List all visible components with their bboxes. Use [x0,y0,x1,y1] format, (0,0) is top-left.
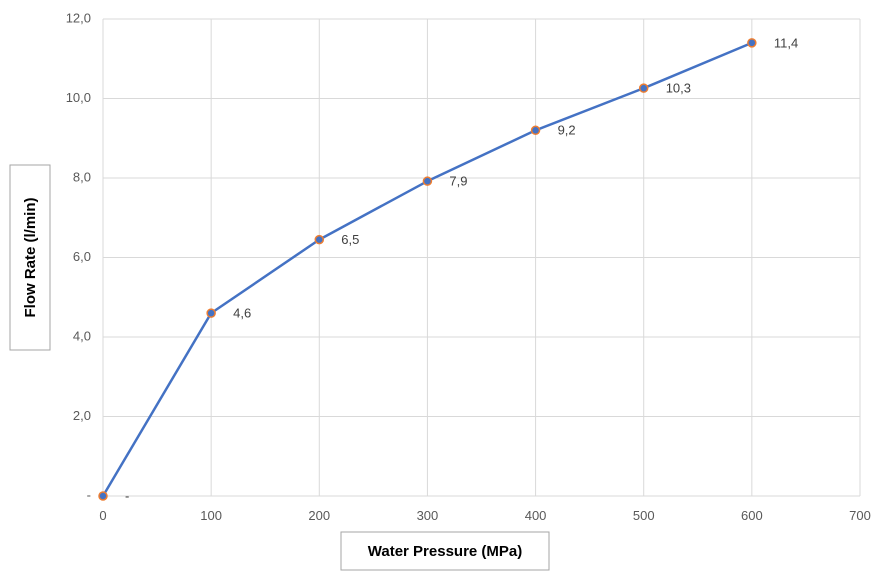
x-tick-label: 100 [200,508,222,523]
data-markers [98,38,757,501]
data-point [422,176,433,186]
data-point [530,125,541,136]
y-tick-label: 6,0 [73,249,91,264]
data-label: 11,4 [774,35,798,50]
x-tick-label: 0 [99,508,106,523]
y-axis-tick-labels: - 2,0 4,0 6,0 8,0 10,0 12,0 [66,10,91,502]
x-axis-title: Water Pressure (MPa) [340,531,550,571]
data-point [314,234,325,245]
data-label: 6,5 [341,232,359,247]
x-axis-tick-labels: 0 100 200 300 400 500 600 700 [99,508,870,523]
data-label: - [125,488,129,503]
x-tick-label: 500 [633,508,655,523]
data-point [747,38,757,48]
x-tick-label: 200 [308,508,330,523]
y-axis-title-text: Flow Rate (l/min) [22,197,39,317]
y-tick-label: 2,0 [73,408,91,423]
data-label: 9,2 [558,123,576,138]
x-tick-label: 700 [849,508,871,523]
y-tick-label: - [87,487,91,502]
data-labels: - 4,6 6,5 7,9 9,2 10,3 11,4 [125,35,798,503]
x-tick-label: 600 [741,508,763,523]
x-tick-label: 300 [417,508,439,523]
data-point [98,491,108,501]
data-label: 10,3 [666,81,691,96]
y-tick-label: 12,0 [66,10,91,25]
y-axis-title: Flow Rate (l/min) [9,164,51,351]
x-tick-label: 400 [525,508,547,523]
gridlines [102,18,861,497]
data-label: 7,9 [449,174,467,189]
data-point [638,83,649,93]
y-tick-label: 8,0 [73,169,91,184]
y-tick-label: 10,0 [66,90,91,105]
data-label: 4,6 [233,306,251,321]
y-tick-label: 4,0 [73,328,91,343]
x-axis-title-text: Water Pressure (MPa) [368,543,523,560]
data-point [206,308,216,318]
